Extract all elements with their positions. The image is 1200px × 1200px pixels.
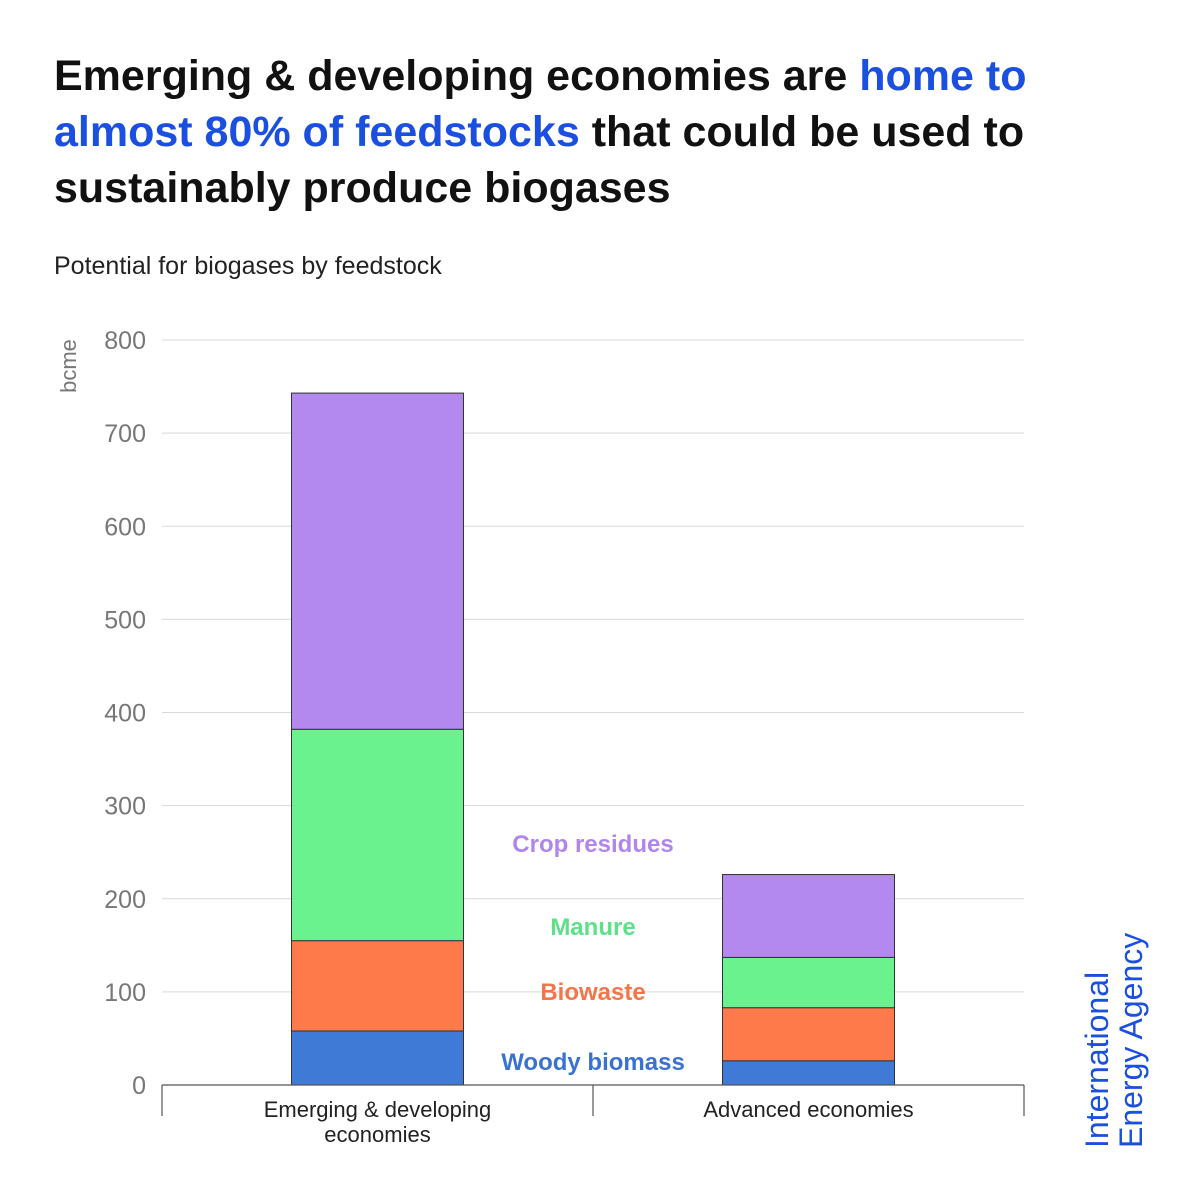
legend-label-woody-biomass: Woody biomass xyxy=(501,1049,685,1076)
x-category-label-2-line-1: Advanced economies xyxy=(703,1097,913,1122)
bar-segment-biowaste-2 xyxy=(722,1007,895,1062)
iea-logo-text: International Energy Agency xyxy=(1079,932,1149,1148)
bar-segment-woody-biomass-2 xyxy=(722,1060,895,1086)
headline-part1: Emerging & developing economies are xyxy=(54,52,860,100)
legend-label-manure: Manure xyxy=(550,914,635,941)
headline: Emerging & developing economies are home… xyxy=(54,48,1164,216)
x-category-label-1-line-1: Emerging & developing xyxy=(264,1097,491,1122)
bar-segment-manure-1 xyxy=(291,728,464,942)
bar-segment-crop-residues-1 xyxy=(291,392,464,730)
y-tick-label-400: 400 xyxy=(104,700,146,728)
y-tick-label-0: 0 xyxy=(132,1072,146,1100)
bar-segment-crop-residues-2 xyxy=(722,874,895,958)
y-tick-label-300: 300 xyxy=(104,793,146,821)
bar-segment-biowaste-1 xyxy=(291,940,464,1032)
bar-segment-woody-biomass-1 xyxy=(291,1030,464,1086)
y-tick-label-700: 700 xyxy=(104,420,146,448)
y-tick-label-200: 200 xyxy=(104,886,146,914)
headline-part2: that could be used to sustainably produc… xyxy=(54,108,1025,212)
chart-subtitle: Potential for biogases by feedstock xyxy=(54,252,442,280)
legend-label-biowaste: Biowaste xyxy=(540,979,645,1006)
y-axis-label: bcme xyxy=(56,339,81,393)
y-tick-label-600: 600 xyxy=(104,513,146,541)
y-tick-label-100: 100 xyxy=(104,979,146,1007)
x-category-label-1-line-2: economies xyxy=(324,1122,430,1147)
y-tick-label-800: 800 xyxy=(104,327,146,355)
bar-segment-manure-2 xyxy=(722,956,895,1009)
legend-label-crop-residues: Crop residues xyxy=(512,831,673,858)
y-tick-label-500: 500 xyxy=(104,606,146,634)
logo-line-1: International xyxy=(1079,971,1115,1148)
logo-line-2: Energy Agency xyxy=(1113,932,1149,1148)
headline-highlight: home to almost 80% of feedstocks xyxy=(54,52,1027,156)
